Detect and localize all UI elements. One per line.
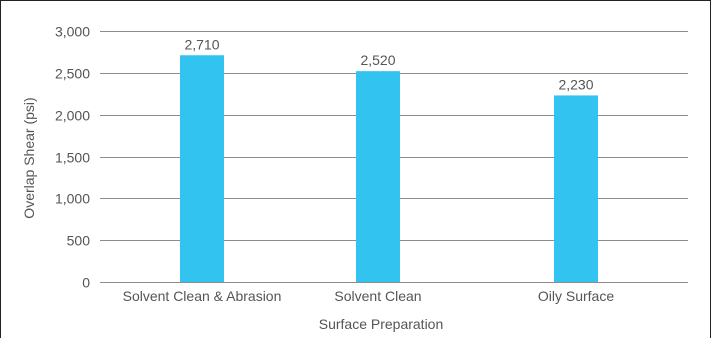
y-axis-tick-labels: 0 500 1,000 1,500 2,000 2,500 3,000 — [55, 24, 90, 291]
y-tick-label: 0 — [82, 275, 90, 291]
data-label-2: 2,520 — [360, 52, 395, 68]
data-label-3: 2,230 — [558, 76, 593, 92]
y-tick-label: 500 — [67, 233, 91, 249]
bar-3 — [554, 95, 598, 282]
bar-series — [180, 55, 598, 282]
bar-1 — [180, 55, 224, 282]
x-tick-label-1: Solvent Clean & Abrasion — [123, 288, 282, 304]
bar-2 — [356, 71, 400, 282]
y-tick-label: 1,500 — [55, 150, 90, 166]
y-tick-label: 2,500 — [55, 66, 90, 82]
y-tick-label: 1,000 — [55, 191, 90, 207]
x-axis-label: Surface Preparation — [319, 316, 444, 332]
x-axis-tick-labels: Solvent Clean & Abrasion Solvent Clean Oil… — [123, 288, 615, 304]
data-label-1: 2,710 — [184, 36, 219, 52]
y-tick-label: 2,000 — [55, 108, 90, 124]
y-tick-label: 3,000 — [55, 24, 90, 40]
x-tick-label-3: Oily Surface — [538, 288, 614, 304]
y-axis-label: Overlap Shear (psi) — [21, 97, 37, 218]
data-labels: 2,710 2,520 2,230 — [184, 36, 593, 92]
x-tick-label-2: Solvent Clean — [334, 288, 421, 304]
